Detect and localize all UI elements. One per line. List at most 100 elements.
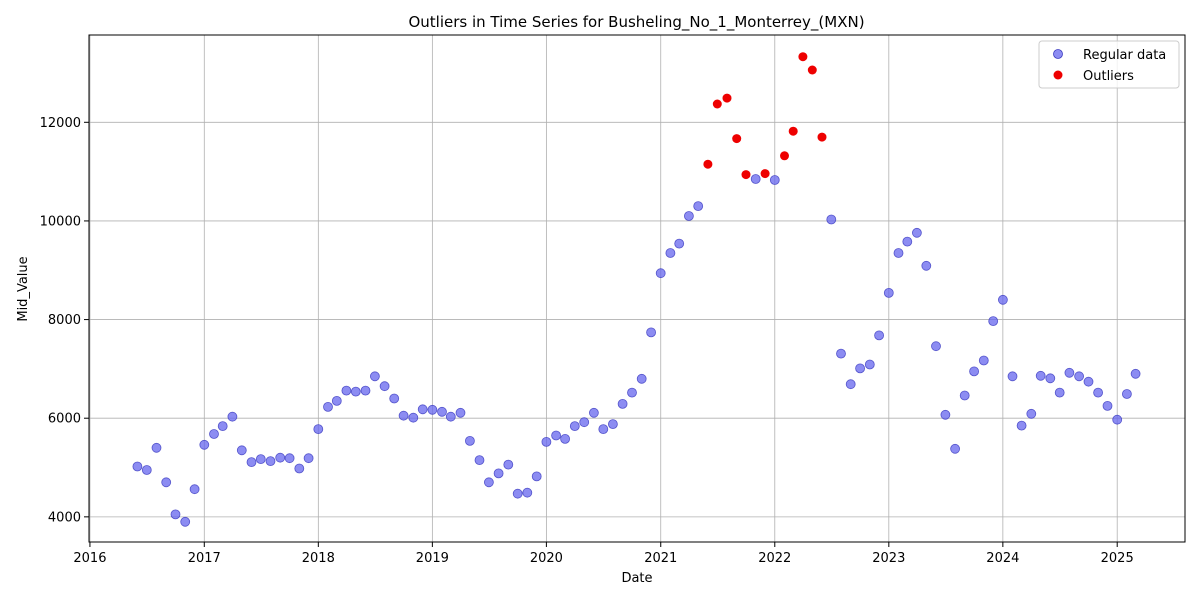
y-tick-label: 6000 <box>48 412 81 427</box>
outlier-point <box>788 126 798 136</box>
regular-data-point <box>1016 420 1027 431</box>
x-tick-label: 2019 <box>416 551 449 566</box>
regular-data-point <box>1054 387 1065 398</box>
regular-data-point <box>902 236 913 247</box>
regular-data-point <box>836 348 846 359</box>
regular-data-point <box>417 404 428 415</box>
regular-data-point <box>284 453 295 464</box>
regular-data-point <box>693 201 704 212</box>
regular-data-point <box>236 445 247 456</box>
regular-data-point <box>275 452 286 463</box>
regular-data-point <box>141 465 152 475</box>
regular-data-point <box>389 393 400 404</box>
regular-data-point <box>170 509 181 520</box>
legend-box <box>1038 40 1180 89</box>
regular-data-point <box>655 268 666 279</box>
legend: Regular data Outliers <box>1038 40 1180 89</box>
regular-data-point <box>1083 376 1094 387</box>
regular-data-point <box>132 461 143 472</box>
regular-data-point <box>369 371 380 382</box>
regular-data-point <box>1045 373 1056 384</box>
regular-data-point <box>294 463 305 474</box>
regular-data-point <box>940 409 951 420</box>
regular-data-point <box>209 429 219 439</box>
y-tick-label: 8000 <box>48 313 81 328</box>
y-tick-label: 4000 <box>48 510 81 525</box>
chart-title: Outliers in Time Series for Busheling_No… <box>408 13 864 32</box>
regular-data-point <box>1112 414 1123 425</box>
regular-data-point <box>893 248 904 258</box>
regular-data-point <box>522 487 533 498</box>
regular-data-point <box>246 457 257 468</box>
regular-data-point <box>569 421 580 432</box>
regular-data-point <box>531 471 542 482</box>
regular-data-point <box>379 381 390 392</box>
outlier-point <box>817 132 827 142</box>
regular-data-point <box>313 424 324 435</box>
x-tick-label: 2023 <box>872 551 905 566</box>
x-tick-label: 2020 <box>530 551 563 566</box>
regular-data-point <box>978 355 989 366</box>
outlier-point <box>722 93 732 103</box>
regular-data-point <box>864 359 875 370</box>
regular-data-point <box>560 433 570 444</box>
regular-data-point <box>855 363 865 374</box>
regular-data-point <box>398 410 409 421</box>
regular-data-point <box>341 385 352 396</box>
regular-data-point <box>255 454 266 465</box>
x-tick-label: 2016 <box>73 551 106 566</box>
regular-data-point <box>1093 387 1103 398</box>
regular-data-point <box>189 484 200 495</box>
outlier-point <box>807 65 817 75</box>
regular-data-point <box>512 488 523 499</box>
regular-data-point <box>360 385 371 396</box>
regular-data-point <box>1007 371 1018 382</box>
grid-lines <box>89 35 1185 542</box>
legend-label-outliers: Outliers <box>1083 69 1134 84</box>
regular-data-point <box>437 406 447 417</box>
regular-data-point <box>826 214 837 225</box>
regular-data-point <box>217 421 228 432</box>
x-tick-label: 2022 <box>758 551 791 566</box>
regular-data-point <box>769 175 780 185</box>
regular-data-point <box>845 379 856 390</box>
data-points <box>132 52 1141 527</box>
regular-data-point <box>684 211 694 221</box>
x-tick-label: 2025 <box>1101 551 1134 566</box>
legend-marker-regular <box>1053 49 1063 59</box>
regular-data-point <box>199 439 210 450</box>
outlier-point <box>760 169 770 179</box>
regular-data-point <box>464 435 475 446</box>
regular-data-point <box>331 395 342 406</box>
regular-data-point <box>921 260 932 271</box>
regular-data-point <box>1026 408 1037 419</box>
legend-marker-outliers <box>1053 70 1063 80</box>
outlier-point <box>703 159 713 169</box>
regular-data-point <box>227 411 238 422</box>
outlier-point <box>712 99 722 109</box>
x-axis-ticks: 2016 2017 2018 2019 2020 2021 2022 2023 2024 2025 <box>73 542 1134 566</box>
regular-data-point <box>1074 371 1084 382</box>
regular-data-point <box>493 468 504 479</box>
y-tick-label: 10000 <box>40 214 81 229</box>
regular-data-point <box>998 294 1008 305</box>
x-axis-label: Date <box>621 571 652 586</box>
outlier-point <box>732 134 742 144</box>
regular-data-point <box>161 477 172 488</box>
regular-data-point <box>303 453 314 464</box>
outlier-point <box>780 151 789 161</box>
regular-data-point <box>627 387 637 398</box>
regular-data-point <box>988 316 999 327</box>
regular-data-point <box>503 459 514 470</box>
regular-data-point <box>608 419 618 430</box>
legend-label-regular: Regular data <box>1083 48 1166 63</box>
regular-data-point <box>180 516 191 527</box>
regular-data-point <box>427 404 438 415</box>
regular-data-point <box>1130 368 1141 379</box>
outlier-point <box>798 52 808 62</box>
regular-data-point <box>636 373 647 384</box>
regular-data-point <box>589 407 599 418</box>
x-tick-label: 2021 <box>644 551 677 566</box>
regular-data-point <box>1064 367 1075 378</box>
